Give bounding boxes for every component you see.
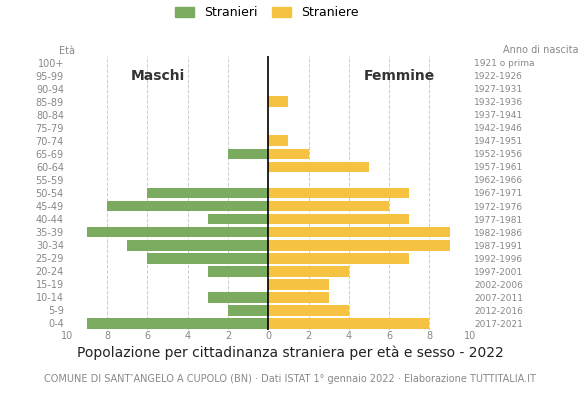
Bar [268,266,349,277]
Text: Popolazione per cittadinanza straniera per età e sesso - 2022: Popolazione per cittadinanza straniera p… [77,346,503,360]
Text: Maschi: Maschi [130,68,184,82]
Bar [208,266,268,277]
Bar [268,305,349,316]
Bar [208,214,268,224]
Bar [268,96,288,107]
Bar [268,279,329,290]
Bar [268,318,429,329]
Bar [268,253,409,264]
Legend: Stranieri, Straniere: Stranieri, Straniere [175,6,358,19]
Bar [147,188,268,198]
Bar [228,305,268,316]
Bar [268,162,369,172]
Bar [268,240,450,250]
Bar [268,148,309,159]
Text: Età: Età [59,46,75,56]
Bar [268,214,409,224]
Bar [208,292,268,303]
Bar [268,201,389,211]
Text: Anno di nascita: Anno di nascita [503,45,579,55]
Bar [107,201,268,211]
Bar [268,227,450,238]
Bar [228,148,268,159]
Bar [127,240,268,250]
Text: COMUNE DI SANT’ANGELO A CUPOLO (BN) · Dati ISTAT 1° gennaio 2022 · Elaborazione : COMUNE DI SANT’ANGELO A CUPOLO (BN) · Da… [44,374,536,384]
Bar [268,292,329,303]
Bar [147,253,268,264]
Text: Femmine: Femmine [364,68,435,82]
Bar [87,227,268,238]
Bar [87,318,268,329]
Bar [268,136,288,146]
Bar [268,188,409,198]
